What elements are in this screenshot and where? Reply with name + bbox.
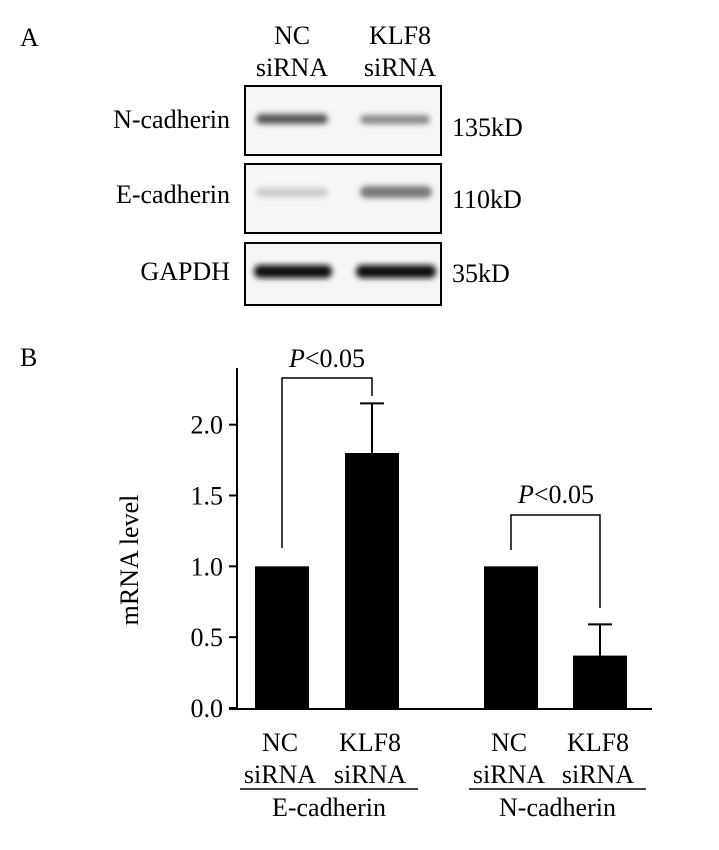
- y-tick-label: 1.0: [191, 552, 224, 581]
- size-label: 110kD: [452, 185, 522, 214]
- y-tick-label: 0.5: [191, 623, 224, 652]
- annotation: P<0.05: [517, 480, 594, 509]
- blot-e-cadherin: [244, 163, 442, 234]
- protein-label: E-cadherin: [116, 180, 230, 209]
- x-tick-label: NC: [262, 728, 298, 757]
- x-tick-label: siRNA: [473, 760, 545, 789]
- panel-label: B: [20, 343, 37, 372]
- y-tick-label: 2.0: [191, 411, 224, 440]
- x-tick-label: NC: [491, 728, 527, 757]
- size-label: 35kD: [452, 259, 510, 288]
- blot-gapdh: [244, 242, 442, 306]
- lane-label: NC: [274, 21, 310, 50]
- bar: [255, 566, 309, 708]
- annotation: P<0.05: [288, 344, 365, 373]
- lane-label: siRNA: [364, 53, 436, 82]
- y-axis-label: mRNA level: [115, 495, 144, 626]
- error-bar: [360, 402, 384, 453]
- annotation-italic: P: [288, 344, 305, 373]
- lane-label: siRNA: [256, 53, 328, 82]
- error-bar: [588, 623, 612, 656]
- panel-label: A: [20, 23, 39, 52]
- y-tick-label: 0.0: [191, 694, 224, 723]
- x-tick-label: siRNA: [334, 760, 406, 789]
- lane-label: KLF8: [369, 21, 431, 50]
- x-tick-label: KLF8: [339, 728, 401, 757]
- x-tick-label: siRNA: [562, 760, 634, 789]
- annotation-text: <0.05: [534, 480, 594, 509]
- y-tick-label: 1.5: [191, 482, 224, 511]
- significance-bracket: [281, 377, 373, 548]
- protein-label: GAPDH: [140, 257, 230, 286]
- protein-label: N-cadherin: [113, 105, 230, 134]
- blot-n-cadherin: [244, 85, 442, 156]
- annotation-text: <0.05: [305, 344, 365, 373]
- bar: [484, 566, 538, 708]
- bar: [573, 655, 627, 708]
- group-label: E-cadherin: [272, 793, 386, 822]
- group-label: N-cadherin: [499, 793, 616, 822]
- size-label: 135kD: [452, 113, 523, 142]
- x-tick-label: siRNA: [244, 760, 316, 789]
- x-tick-label: KLF8: [567, 728, 629, 757]
- significance-bracket: [510, 514, 601, 608]
- annotation-italic: P: [517, 480, 534, 509]
- bar: [345, 453, 399, 708]
